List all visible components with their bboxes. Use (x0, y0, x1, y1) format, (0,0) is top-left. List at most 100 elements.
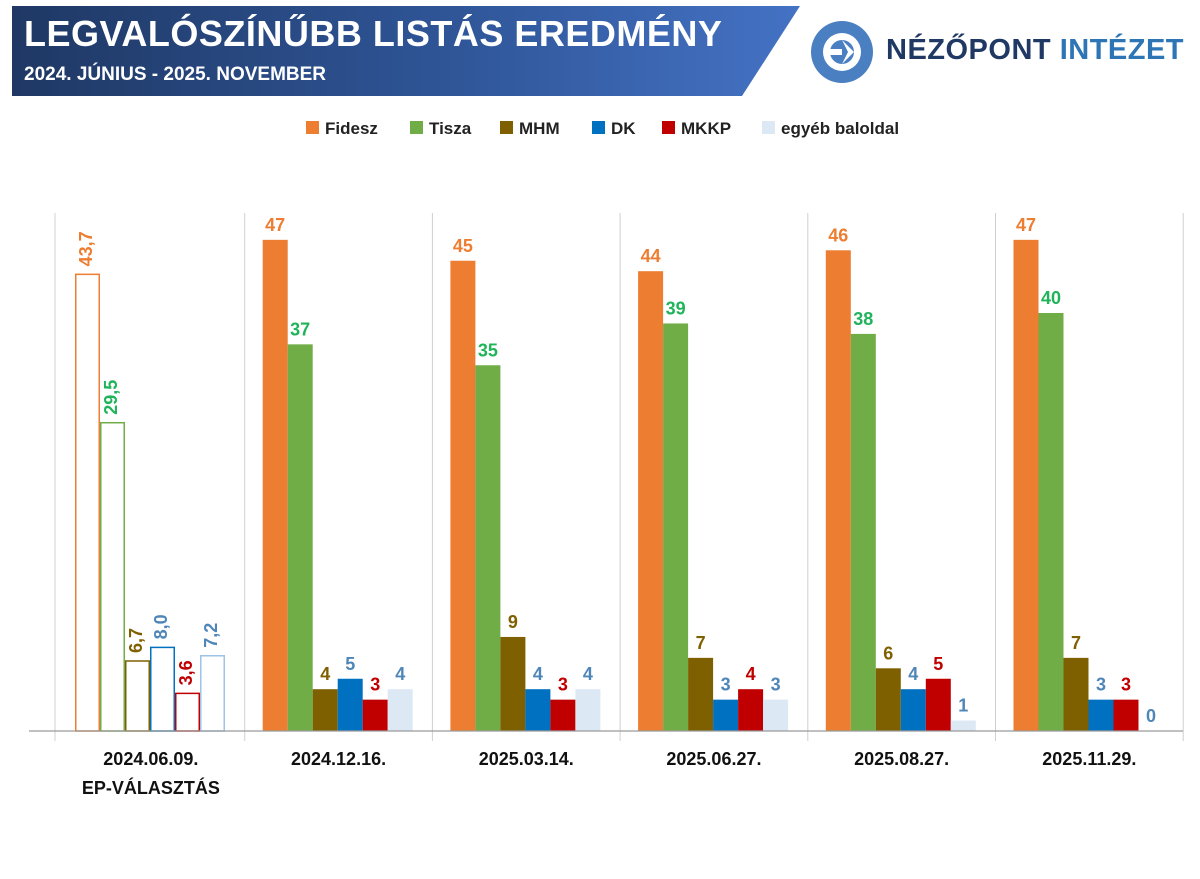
data-label-mkkp-2: 3 (558, 675, 568, 695)
bar-dk-3 (713, 699, 739, 731)
bar-mhm-5 (1063, 657, 1089, 731)
data-label-egyeb-baloldal-4: 1 (958, 696, 968, 716)
data-label-dk-5: 3 (1096, 675, 1106, 695)
bar-tisza-5 (1038, 313, 1064, 731)
bar-fidesz-2 (450, 260, 476, 731)
bar-mkkp-5 (1113, 699, 1139, 731)
bar-fidesz-4 (825, 250, 851, 732)
bar-fidesz-3 (638, 271, 664, 731)
bar-mkkp-4 (925, 678, 951, 731)
bar-egyeb-baloldal-1 (387, 689, 413, 731)
data-label-mkkp-1: 3 (370, 675, 380, 695)
bar-egyeb-baloldal-3 (763, 699, 789, 731)
legend-label-tisza: Tisza (429, 119, 472, 138)
data-label-tisza-4: 38 (853, 309, 873, 329)
data-label-egyeb-baloldal-5: 0 (1146, 706, 1156, 726)
legend-swatch-egyeb-baloldal (762, 121, 775, 134)
data-label-tisza-1: 37 (290, 319, 310, 339)
data-label-mkkp-5: 3 (1121, 675, 1131, 695)
bar-tisza-2 (475, 365, 501, 731)
data-label-fidesz-4: 46 (828, 225, 848, 245)
header-banner-shape (12, 6, 800, 96)
bar-mhm-2 (500, 636, 526, 731)
bar-tisza-1 (287, 344, 313, 731)
x-tick-label-0: 2024.06.09. (103, 749, 198, 769)
data-labels: 43,729,56,78,03,67,247374534453594344439… (76, 215, 1156, 726)
legend-label-mhm: MHM (519, 119, 560, 138)
data-label-tisza-3: 39 (666, 298, 686, 318)
logo-text: NÉZŐPONT INTÉZET (886, 34, 1184, 67)
chart-bars (75, 239, 1139, 732)
bar-mkkp-3 (738, 689, 764, 731)
logo-text-primary: NÉZŐPONT (886, 34, 1052, 66)
bar-dk-2 (525, 689, 551, 731)
x-tick-label-4: 2025.08.27. (854, 749, 949, 769)
bar-fidesz-0 (75, 273, 100, 732)
data-label-fidesz-3: 44 (641, 246, 661, 266)
data-label-mhm-2: 9 (508, 612, 518, 632)
header-banner: LEGVALÓSZÍNŰBB LISTÁS EREDMÉNY 2024. JÚN… (0, 0, 1200, 100)
page-subtitle: 2024. JÚNIUS - 2025. NOVEMBER (24, 64, 327, 85)
bar-mkkp-0 (175, 692, 200, 732)
bar-egyeb-baloldal-2 (575, 689, 601, 731)
logo-text-accent: INTÉZET (1059, 34, 1185, 66)
legend-swatch-fidesz (306, 121, 319, 134)
data-label-dk-1: 5 (345, 654, 355, 674)
bar-egyeb-baloldal-4 (950, 720, 976, 731)
bar-egyeb-baloldal-0 (200, 655, 225, 732)
data-label-mhm-1: 4 (320, 664, 330, 684)
bar-mhm-0 (125, 660, 150, 732)
data-label-egyeb-baloldal-2: 4 (583, 664, 593, 684)
data-label-egyeb-baloldal-1: 4 (395, 664, 405, 684)
logo: NÉZŐPONT INTÉZET (808, 18, 1188, 86)
chart-legend: Fidesz Tisza MHM DK MKKP egyéb baloldal (306, 119, 899, 138)
bar-fidesz-1 (262, 239, 288, 731)
data-label-mhm-3: 7 (696, 633, 706, 653)
data-label-mhm-5: 7 (1071, 633, 1081, 653)
bar-mhm-4 (875, 668, 901, 731)
page-title: LEGVALÓSZÍNŰBB LISTÁS EREDMÉNY (24, 13, 723, 54)
bar-dk-5 (1088, 699, 1114, 731)
legend-swatch-dk (592, 121, 605, 134)
x-tick-label-2: 2025.03.14. (479, 749, 574, 769)
group-separators (54, 213, 1184, 741)
data-label-mhm-4: 6 (883, 643, 893, 663)
bar-dk-1 (337, 678, 363, 731)
bar-fidesz-5 (1013, 239, 1039, 731)
data-label-egyeb-baloldal-0: 7,2 (201, 623, 221, 648)
legend-label-egyeb-baloldal: egyéb baloldal (781, 119, 899, 138)
logo-mark-icon (811, 21, 873, 83)
data-label-fidesz-2: 45 (453, 236, 473, 256)
bar-tisza-0 (100, 421, 125, 732)
bar-mhm-3 (688, 657, 714, 731)
data-label-egyeb-baloldal-3: 3 (771, 675, 781, 695)
legend-swatch-tisza (410, 121, 423, 134)
bar-mkkp-2 (550, 699, 576, 731)
data-label-dk-4: 4 (908, 664, 918, 684)
data-label-dk-3: 3 (721, 675, 731, 695)
x-tick-label-3: 2025.06.27. (666, 749, 761, 769)
x-axis-categories: 2024.06.09. EP-VÁLASZTÁS 2024.12.16. 2025.0… (82, 749, 1137, 798)
data-label-fidesz-5: 47 (1016, 215, 1036, 235)
x-tick-label-0-line2: EP-VÁLASZTÁS (82, 777, 220, 798)
data-label-mhm-0: 6,7 (126, 628, 146, 653)
bar-tisza-4 (850, 333, 876, 731)
bar-mkkp-1 (362, 699, 388, 731)
data-label-fidesz-1: 47 (265, 215, 285, 235)
data-label-dk-0: 8,0 (151, 614, 171, 639)
legend-swatch-mhm (500, 121, 513, 134)
data-label-tisza-0: 29,5 (101, 380, 121, 415)
bar-dk-4 (900, 689, 926, 731)
data-label-mkkp-4: 5 (933, 654, 943, 674)
data-label-mkkp-0: 3,6 (176, 660, 196, 685)
bar-mhm-1 (312, 689, 338, 731)
data-label-tisza-2: 35 (478, 340, 498, 360)
data-label-fidesz-0: 43,7 (76, 231, 96, 266)
legend-label-fidesz: Fidesz (325, 119, 378, 138)
legend-label-dk: DK (611, 119, 636, 138)
legend-swatch-mkkp (662, 121, 675, 134)
legend-label-mkkp: MKKP (681, 119, 731, 138)
x-tick-label-5: 2025.11.29. (1042, 749, 1136, 769)
bar-tisza-3 (663, 323, 689, 731)
